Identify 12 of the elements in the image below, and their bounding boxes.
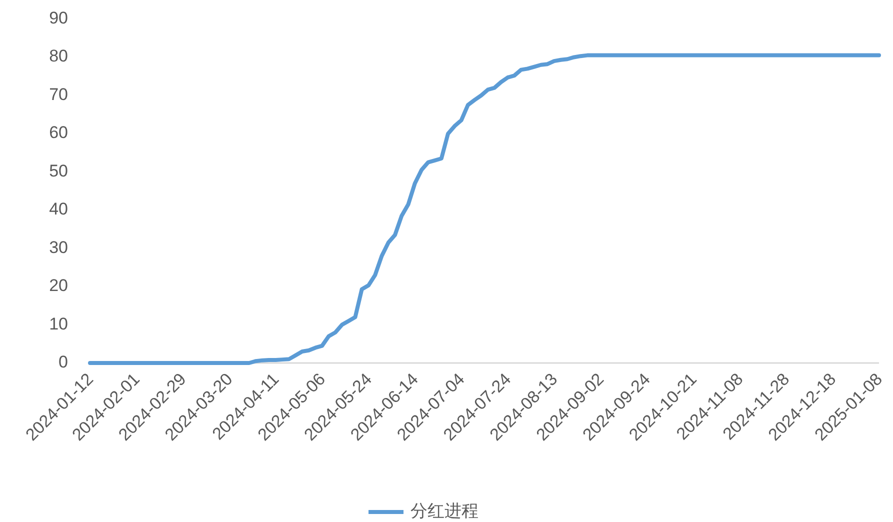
y-tick-label: 80 (49, 46, 68, 66)
y-tick-label: 70 (49, 84, 68, 104)
y-tick-label: 90 (49, 8, 68, 28)
y-tick-label: 40 (49, 200, 68, 219)
y-tick-label: 20 (49, 276, 68, 296)
y-tick-label: 30 (49, 238, 68, 257)
y-tick-label: 10 (49, 314, 68, 334)
line-series (88, 53, 881, 365)
y-tick-label: 60 (49, 123, 68, 142)
y-tick-label: 0 (58, 352, 68, 372)
legend-label: 分红进程 (410, 501, 478, 520)
y-tick-label: 50 (49, 161, 68, 180)
